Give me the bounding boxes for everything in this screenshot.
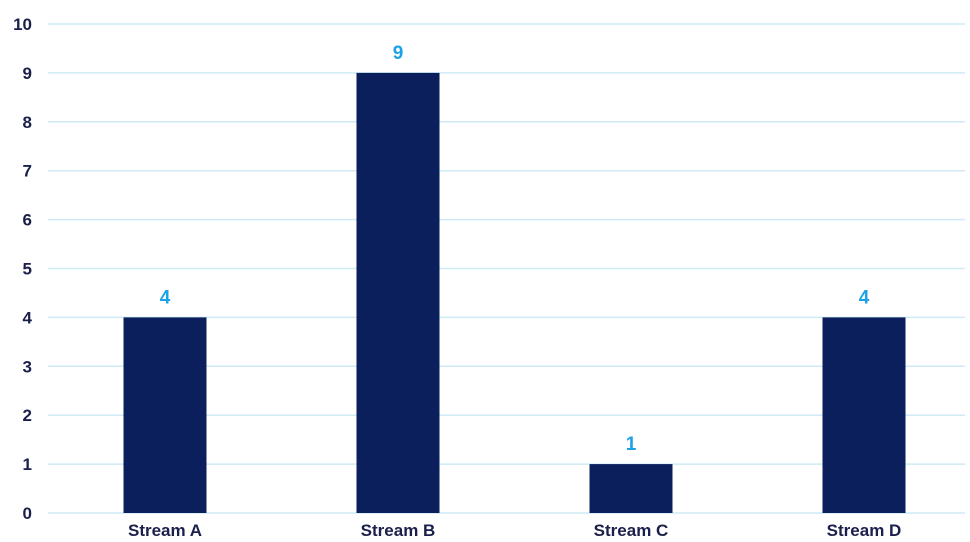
bar-stream-a	[123, 317, 207, 513]
y-tick-label: 7	[23, 162, 32, 181]
y-axis-ticks: 0 1 2 3 4 5 6 7 8 9 10	[13, 15, 32, 523]
x-category-label: Stream A	[128, 521, 202, 540]
x-category-label: Stream B	[361, 521, 436, 540]
data-label: 4	[859, 287, 870, 308]
y-tick-label: 2	[23, 406, 32, 425]
x-category-label: Stream D	[827, 521, 902, 540]
x-category-label: Stream C	[594, 521, 669, 540]
y-tick-label: 10	[13, 15, 32, 34]
y-tick-label: 9	[23, 64, 32, 83]
y-tick-label: 0	[23, 504, 32, 523]
y-tick-label: 5	[23, 260, 32, 279]
data-label: 4	[160, 287, 171, 308]
bars	[123, 72, 906, 514]
bar-stream-c	[589, 464, 673, 513]
bar-stream-d	[822, 317, 906, 513]
y-tick-label: 1	[23, 455, 32, 474]
y-tick-label: 4	[23, 308, 33, 327]
x-axis-categories: Stream A Stream B Stream C Stream D	[128, 521, 901, 540]
y-tick-label: 8	[23, 113, 32, 132]
y-tick-label: 6	[23, 211, 32, 230]
data-label: 1	[626, 434, 637, 455]
data-label: 9	[393, 43, 404, 64]
y-tick-label: 3	[23, 357, 32, 376]
bar-stream-b	[356, 72, 440, 514]
